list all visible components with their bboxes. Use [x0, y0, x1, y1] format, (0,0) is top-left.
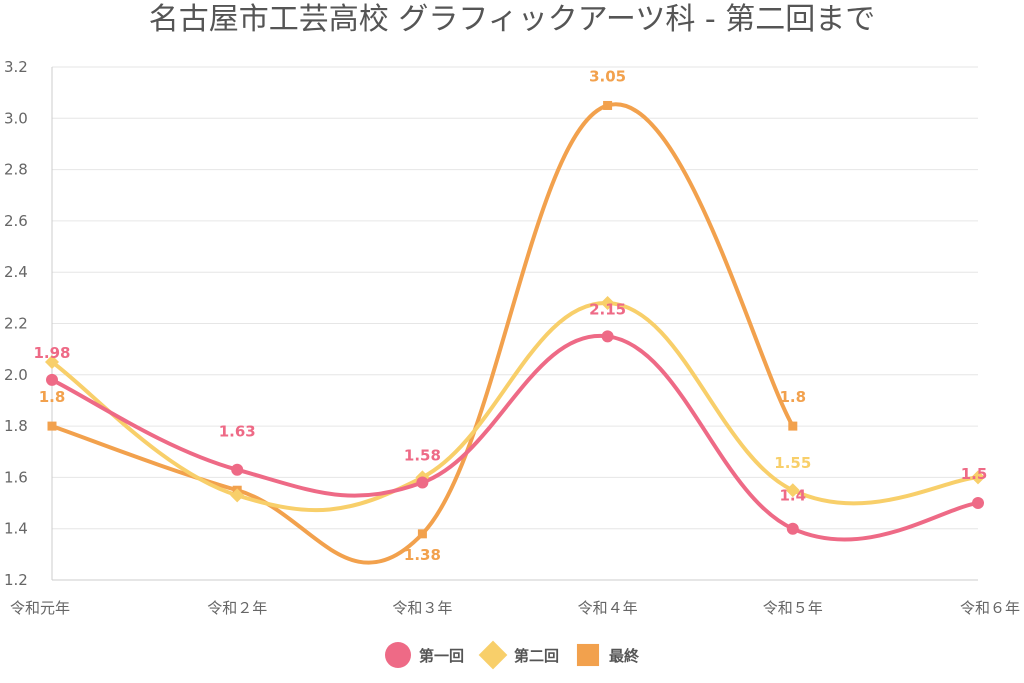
data-point-circle	[46, 373, 58, 386]
series-line-1	[50, 334, 980, 542]
legend-circle-icon	[384, 642, 411, 668]
x-tick-label: 令和３年	[392, 599, 452, 617]
data-label: 1.4	[780, 487, 807, 505]
legend-label: 最終	[609, 646, 640, 665]
y-tick-label: 2.8	[4, 161, 28, 179]
data-point-circle	[601, 330, 614, 343]
data-point-square	[788, 421, 798, 431]
legend-label: 第一回	[418, 646, 464, 665]
x-tick-label: 令和５年	[763, 599, 823, 617]
legend-label: 第二回	[513, 646, 559, 665]
data-point-square	[47, 421, 57, 431]
data-point-diamond	[785, 483, 800, 498]
legend-item[interactable]: 第一回	[384, 642, 464, 668]
series-line-3	[50, 102, 795, 565]
data-label: 1.63	[219, 423, 256, 441]
data-point-diamond	[230, 488, 245, 503]
data-label: 1.38	[404, 546, 441, 564]
legend-square-icon	[576, 643, 600, 667]
y-tick-label: 1.6	[4, 468, 28, 486]
data-label: 1.55	[774, 454, 811, 472]
data-point-diamond	[45, 354, 59, 369]
x-tick-label: 令和６年	[960, 599, 1020, 617]
y-tick-label: 1.2	[4, 571, 28, 589]
y-tick-label: 1.8	[4, 417, 28, 435]
y-tick-label: 2.6	[4, 212, 28, 230]
x-tick-label: 令和元年	[10, 599, 70, 617]
data-point-diamond	[600, 295, 615, 310]
data-labels: 1.98 1.63 1.58 2.15 1.4 1.5 1.55 1.8 1.38 3.05 1.8	[33, 67, 987, 563]
x-tick-label: 令和４年	[578, 599, 638, 617]
legend-item[interactable]: 最終	[575, 642, 639, 668]
series-line-2	[50, 300, 980, 513]
data-point-square	[603, 100, 613, 110]
y-tick-label: 1.4	[4, 520, 28, 538]
gridlines	[52, 66, 978, 581]
legend: 第一回 第二回 最終	[0, 640, 1024, 670]
data-point-circle	[231, 463, 244, 476]
chart-title: 名古屋市工芸高校 グラフィックアーツ科 - 第二回まで	[148, 2, 876, 37]
y-tick-label: 3.2	[4, 58, 28, 76]
series-lines	[50, 102, 980, 565]
data-point-circle	[972, 497, 984, 510]
data-point-square	[417, 529, 427, 539]
data-point-circle	[416, 476, 429, 489]
data-label: 1.8	[780, 388, 807, 406]
data-label: 2.15	[589, 300, 626, 318]
data-point-diamond	[971, 470, 985, 485]
y-tick-label: 2.4	[4, 263, 28, 281]
axes: 1.2 1.4 1.6 1.8 2.0 2.2 2.4 2.6 2.8 3.0 3.2 令和元年 令和２…	[4, 58, 1020, 617]
data-label: 1.5	[961, 465, 988, 483]
x-tick-label: 令和２年	[207, 599, 267, 617]
series-markers	[45, 100, 985, 539]
y-tick-label: 3.0	[4, 109, 28, 127]
data-label: 1.98	[33, 344, 70, 362]
data-point-circle	[786, 522, 799, 535]
y-tick-label: 2.0	[4, 366, 28, 384]
data-label: 3.05	[589, 67, 626, 85]
legend-item[interactable]: 第二回	[478, 640, 559, 670]
y-tick-label: 2.2	[4, 315, 28, 333]
data-label: 1.58	[404, 447, 441, 465]
data-label: 1.8	[39, 388, 66, 406]
legend-diamond-icon	[478, 640, 508, 670]
